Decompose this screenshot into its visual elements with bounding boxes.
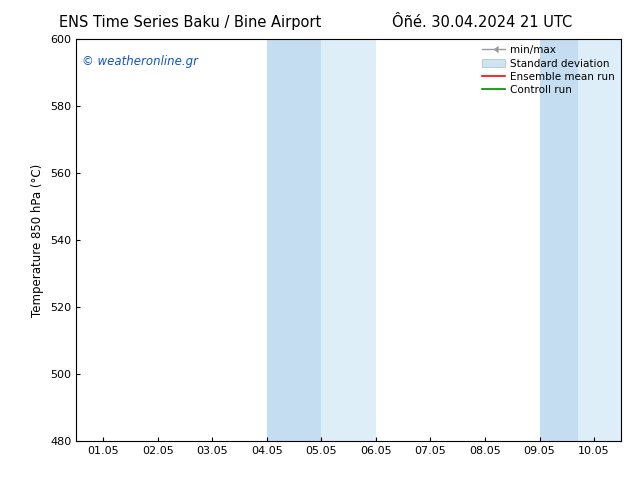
Text: © weatheronline.gr: © weatheronline.gr bbox=[82, 55, 198, 68]
Text: Ôñé. 30.04.2024 21 UTC: Ôñé. 30.04.2024 21 UTC bbox=[392, 15, 572, 30]
Bar bbox=[540, 39, 634, 441]
Legend: min/max, Standard deviation, Ensemble mean run, Controll run: min/max, Standard deviation, Ensemble me… bbox=[478, 41, 619, 99]
Bar bbox=[540, 39, 578, 441]
Text: ENS Time Series Baku / Bine Airport: ENS Time Series Baku / Bine Airport bbox=[59, 15, 321, 30]
Bar bbox=[267, 39, 321, 441]
Y-axis label: Temperature 850 hPa (°C): Temperature 850 hPa (°C) bbox=[32, 164, 44, 317]
Bar bbox=[267, 39, 376, 441]
